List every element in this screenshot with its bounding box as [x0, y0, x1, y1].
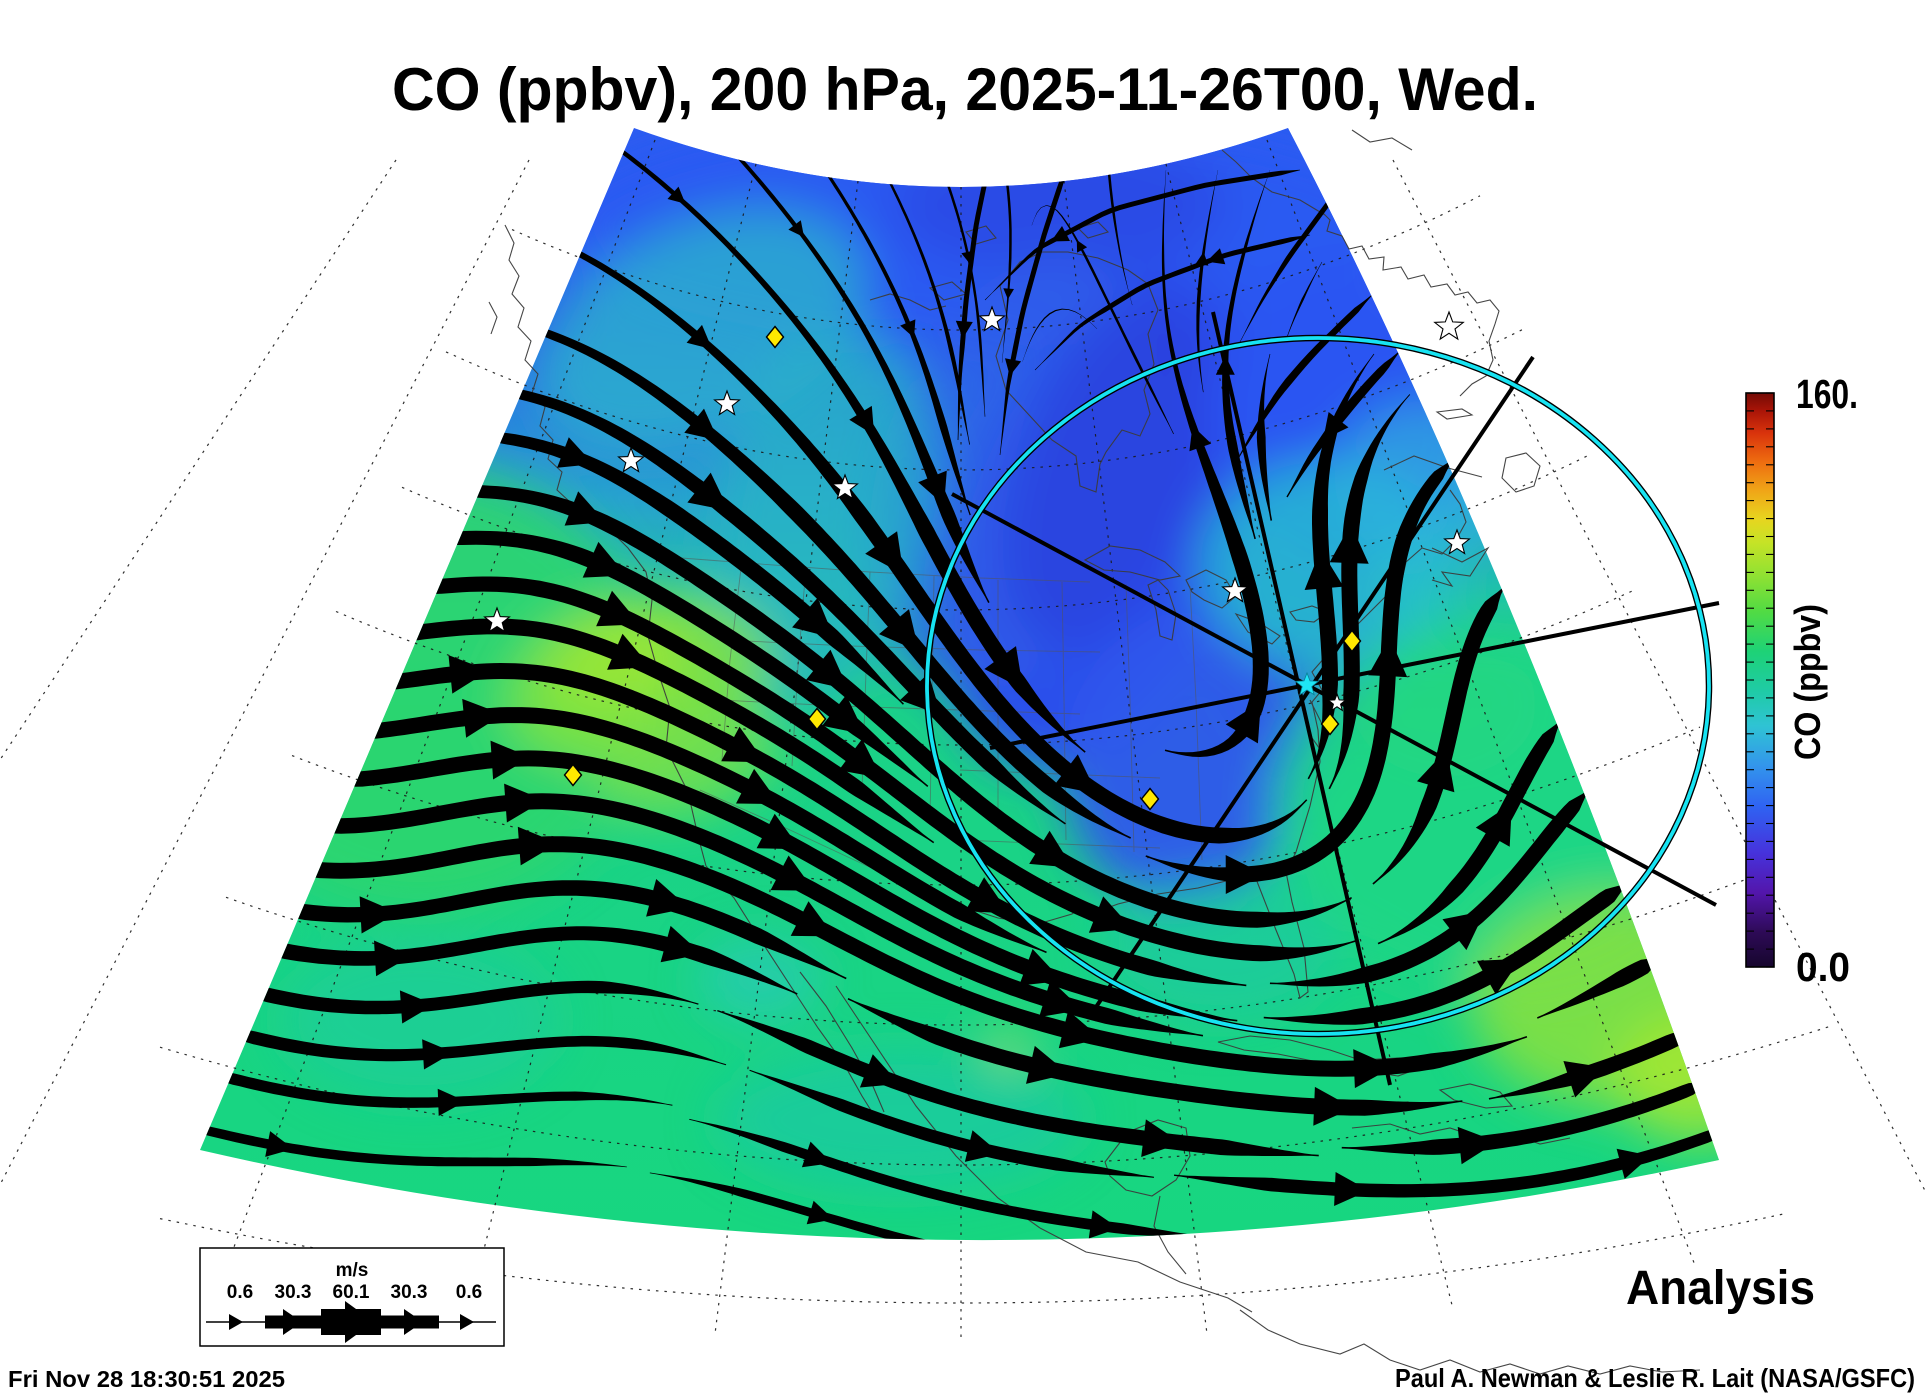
svg-text:0.0: 0.0 — [1796, 944, 1850, 990]
svg-text:Paul A. Newman & Leslie R. Lai: Paul A. Newman & Leslie R. Lait (NASA/GS… — [1395, 1363, 1915, 1393]
svg-text:30.3: 30.3 — [391, 1282, 428, 1303]
svg-text:CO (ppbv), 200 hPa, 2025-11-26: CO (ppbv), 200 hPa, 2025-11-26T00, Wed. — [392, 56, 1538, 123]
svg-text:30.3: 30.3 — [275, 1282, 312, 1303]
svg-text:Analysis: Analysis — [1626, 1262, 1815, 1315]
svg-text:160.: 160. — [1796, 371, 1858, 417]
svg-text:0.6: 0.6 — [227, 1282, 253, 1303]
svg-text:m/s: m/s — [336, 1260, 369, 1281]
svg-text:0.6: 0.6 — [456, 1282, 482, 1303]
svg-text:CO (ppbv): CO (ppbv) — [1787, 604, 1828, 760]
svg-text:Fri Nov 28 18:30:51 2025: Fri Nov 28 18:30:51 2025 — [8, 1366, 285, 1392]
svg-text:60.1: 60.1 — [333, 1282, 370, 1303]
